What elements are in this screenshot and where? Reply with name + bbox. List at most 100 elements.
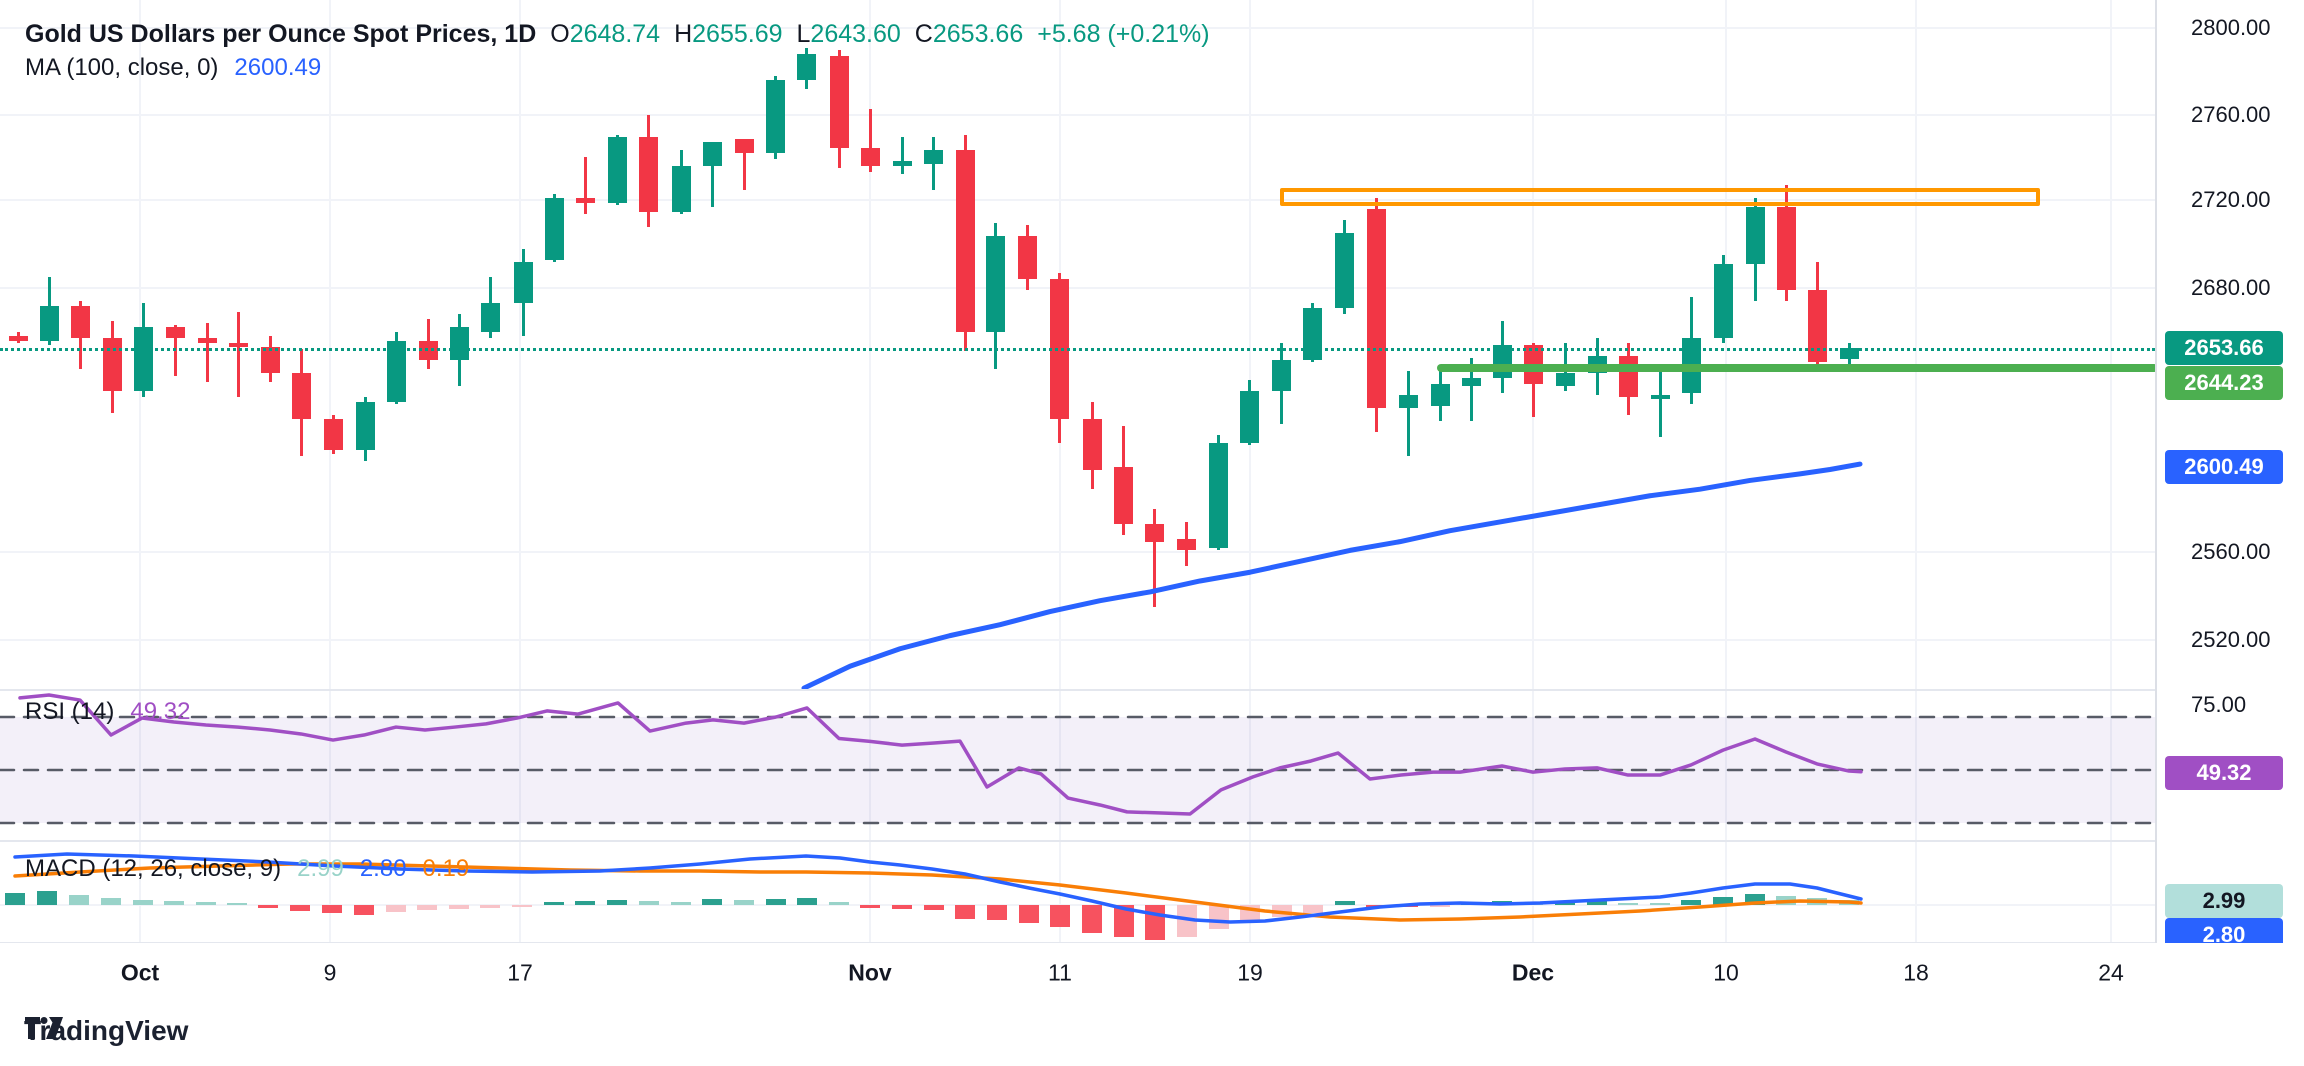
- macd-histogram-bar: [1114, 905, 1134, 937]
- macd-histogram-bar: [829, 902, 849, 905]
- macd-legend[interactable]: MACD (12, 26, close, 9) 2.99 2.80 0.19: [25, 855, 469, 883]
- candle-wick: [205, 323, 209, 383]
- candle-wick: [1469, 358, 1473, 422]
- macd-histogram-bar: [1082, 905, 1102, 933]
- candle-body: [985, 235, 1005, 332]
- price-tick-label: 2760.00: [2191, 102, 2271, 127]
- candle-body: [955, 150, 975, 332]
- vertical-gridline: [519, 841, 521, 943]
- macd-histogram-bar: [69, 895, 89, 905]
- candle-body: [860, 148, 880, 166]
- macd-histogram-bar: [1713, 897, 1733, 905]
- price-badge: 49.32: [2165, 756, 2283, 790]
- vertical-gridline: [1059, 841, 1061, 943]
- candle-body: [70, 305, 90, 339]
- vertical-gridline: [869, 690, 871, 841]
- price-axis[interactable]: 2800.00 2760.00 2720.00 2680.00 2560.00 2520.…: [2155, 0, 2304, 1003]
- candle-body: [1461, 377, 1481, 387]
- price-badge: 2.99: [2165, 884, 2283, 918]
- candle-body: [1144, 524, 1164, 542]
- vertical-gridline: [2110, 841, 2112, 943]
- macd-pane[interactable]: [0, 841, 2155, 943]
- macd-histogram-bar: [1050, 905, 1070, 927]
- time-tick-label: 17: [507, 959, 533, 986]
- candle-body: [39, 305, 59, 341]
- vertical-gridline: [869, 0, 871, 690]
- macd-histogram-bar: [1587, 901, 1607, 905]
- time-axis[interactable]: Oct 9 17 Nov 11 19 Dec 10 18 24: [0, 943, 2304, 1003]
- macd-histogram-bar: [702, 899, 722, 905]
- candle-body: [1398, 395, 1418, 409]
- vertical-gridline: [2110, 690, 2112, 841]
- time-tick-label: 11: [1048, 959, 1072, 986]
- candle-wick: [868, 108, 872, 173]
- macd-histogram-bar: [1335, 901, 1355, 905]
- candle-body: [449, 327, 469, 361]
- tradingview-brand[interactable]: TradingView: [24, 1015, 188, 1047]
- candle-body: [228, 342, 248, 348]
- vertical-gridline: [1915, 690, 1917, 841]
- vertical-gridline: [329, 841, 331, 943]
- time-tick-label: 10: [1713, 959, 1739, 986]
- rsi-layer: [0, 693, 2155, 825]
- pane-divider[interactable]: [0, 689, 2304, 691]
- candle-body: [734, 139, 754, 153]
- price-badge: 2653.66: [2165, 331, 2283, 365]
- candle-body: [1302, 307, 1322, 361]
- candle-body: [829, 56, 849, 149]
- vertical-gridline: [139, 841, 141, 943]
- macd-histogram-bar: [955, 905, 975, 919]
- candle-body: [923, 150, 943, 164]
- time-tick-label: Dec: [1511, 959, 1555, 986]
- vertical-gridline: [869, 841, 871, 943]
- candle-body: [1807, 290, 1827, 363]
- price-tick-label: 2680.00: [2191, 275, 2271, 300]
- symbol-legend[interactable]: Gold US Dollars per Ounce Spot Prices, 1…: [25, 20, 1210, 49]
- pane-divider[interactable]: [0, 840, 2304, 842]
- macd-lines-layer: [13, 852, 1863, 924]
- price-badge: 2600.49: [2165, 450, 2283, 484]
- macd-signal-value: 0.19: [422, 855, 470, 882]
- ma100-line: [801, 461, 1863, 690]
- ma-legend[interactable]: MA (100, close, 0) 2600.49: [25, 54, 321, 82]
- vertical-gridline: [2110, 0, 2112, 690]
- candle-body: [638, 137, 658, 212]
- macd-histogram-bar: [322, 905, 342, 913]
- vertical-gridline: [1059, 690, 1061, 841]
- candle-body: [355, 401, 375, 450]
- macd-histogram-bar: [449, 905, 469, 909]
- support-level-line: [1437, 364, 2155, 373]
- rsi-label: RSI (14): [25, 698, 115, 725]
- candle-wick: [1406, 371, 1410, 457]
- ohlc-close: C2653.66: [914, 20, 1024, 48]
- macd-histogram-bar: [1618, 903, 1638, 905]
- macd-histogram-bar: [1745, 894, 1765, 905]
- candle-body: [1334, 233, 1354, 308]
- candle-body: [1555, 373, 1575, 387]
- time-tick-label: 24: [2098, 959, 2124, 986]
- macd-histogram-bar: [133, 900, 153, 905]
- rsi-pane[interactable]: [0, 690, 2155, 841]
- macd-histogram-bar: [766, 899, 786, 905]
- vertical-gridline: [329, 690, 331, 841]
- macd-histogram-bar: [101, 898, 121, 905]
- candle-body: [1776, 207, 1796, 291]
- macd-histogram-bar: [860, 905, 880, 908]
- time-tick-label: 9: [323, 959, 337, 986]
- candle-body: [102, 338, 122, 391]
- rsi-legend[interactable]: RSI (14) 49.32: [25, 698, 190, 726]
- tradingview-logo-icon: [25, 1017, 63, 1039]
- macd-histogram-bar: [575, 901, 595, 905]
- candle-body: [1239, 390, 1259, 444]
- vertical-gridline: [1725, 0, 1727, 690]
- horizontal-gridline: [0, 639, 2155, 641]
- candle-body: [480, 303, 500, 332]
- candle-wick: [236, 312, 240, 398]
- main-price-pane[interactable]: [0, 0, 2155, 690]
- candle-body: [1208, 443, 1228, 549]
- macd-histogram-bar: [1177, 905, 1197, 937]
- horizontal-gridline: [0, 287, 2155, 289]
- macd-histogram-bar: [1019, 905, 1039, 923]
- macd-histogram-bar: [1681, 900, 1701, 905]
- price-tick-label: 2520.00: [2191, 627, 2271, 652]
